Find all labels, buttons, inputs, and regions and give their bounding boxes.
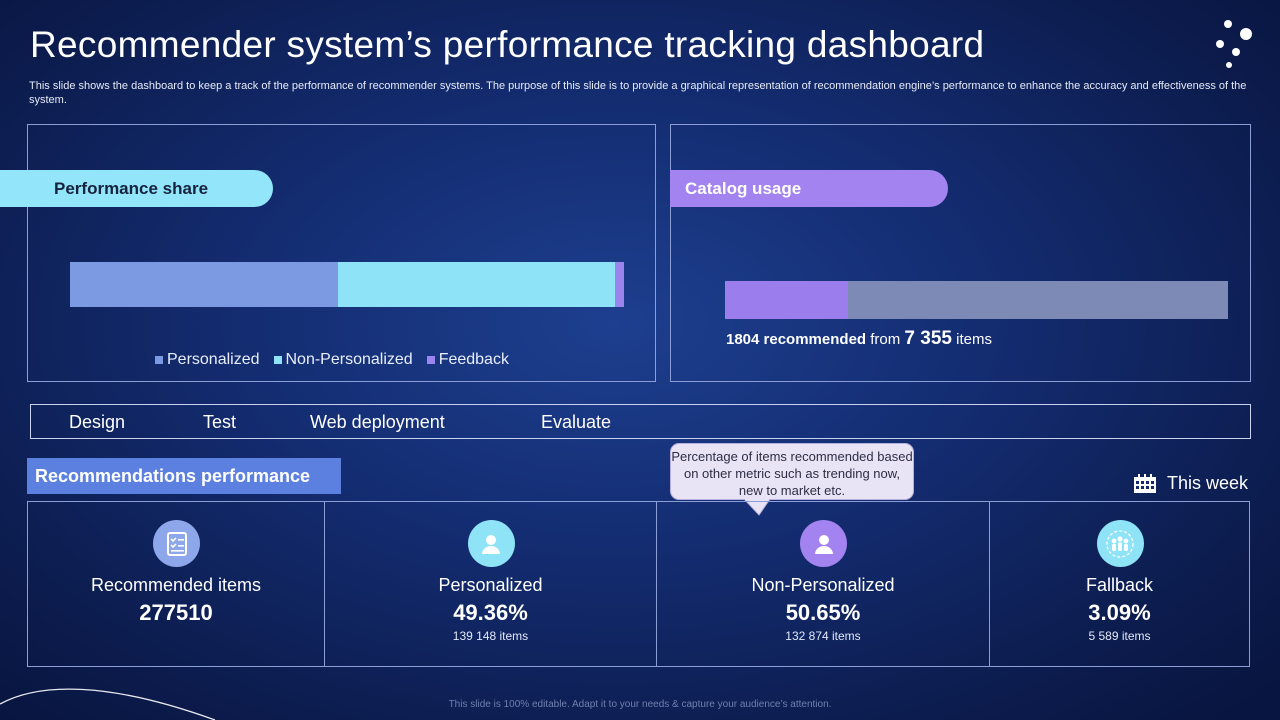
card-label: Recommended items [90,575,262,595]
recommendations-cards: Recommended items 277510 Personalized 49… [27,501,1250,667]
card-subtext: 139 148 items [452,629,529,643]
card-divider [324,502,325,666]
recommendations-performance-header: Recommendations performance [27,458,341,494]
stage-evaluate: Evaluate [541,412,612,432]
catalog-items-text: items [956,331,992,348]
card-label: Non-Personalized [751,575,895,595]
card-value: 50.65% [785,600,861,625]
card-non-personalized: Non-Personalized 50.65% 132 874 items [657,502,989,666]
card-label: Fallback [1085,575,1154,595]
legend-item-feedback: Feedback [426,351,509,369]
card-value: 49.36% [453,600,528,625]
performance-share-bar [70,262,624,307]
legend-item-personalized: Personalized [155,351,260,369]
stage-test: Test [203,412,237,432]
calendar-icon [1134,473,1156,493]
performance-share-legend: Personalized Non-Personalized Feedback [155,351,509,369]
card-personalized: Personalized 49.36% 139 148 items [325,502,656,666]
catalog-from-text: from [870,331,901,348]
legend-label: Personalized [167,351,260,368]
bar-segment-recommended [725,281,849,319]
catalog-total-count: 7 355 [904,328,952,349]
period-label: This week [1167,473,1249,493]
page-description: This slide shows the dashboard to keep a… [29,80,1247,106]
period-selector[interactable]: This week [1133,473,1248,494]
bar-segment-personalized [70,262,338,307]
legend-label: Non-Personalized [285,351,413,368]
callout-note: Percentage of items recommended based on… [670,443,914,500]
catalog-usage-summary: 1804 recommended from 7 355 items [726,328,992,350]
card-value: 3.09% [1088,600,1151,625]
legend-item-non-personalized: Non-Personalized [273,351,413,369]
callout-tail [743,499,771,516]
card-divider [989,502,990,666]
catalog-recommended-count: 1804 recommended [726,331,867,348]
checklist-icon [153,520,200,567]
legend-swatch-feedback [426,356,435,364]
bar-segment-feedback [614,262,624,307]
catalog-usage-label: Catalog usage [670,170,948,207]
card-divider [656,502,657,666]
team-icon [1096,520,1144,567]
person-icon [800,520,847,567]
stage-web-deployment: Web deployment [310,412,445,432]
legend-swatch-non-personalized [273,356,282,364]
card-subtext: 132 874 items [785,629,861,643]
dots-logo-icon [1214,18,1264,70]
legend-swatch-personalized [155,356,163,364]
card-label: Personalized [438,575,543,595]
catalog-usage-bar [725,281,1228,319]
footer-note: This slide is 100% editable. Adapt it to… [448,699,832,710]
decorative-curve [0,688,216,720]
legend-label: Feedback [438,351,509,368]
card-fallback: Fallback 3.09% 5 589 items [990,502,1249,666]
bar-segment-non-personalized [337,262,615,307]
bar-segment-remaining [848,281,1228,319]
stage-design: Design [69,412,126,432]
catalog-usage-panel [670,124,1251,382]
stages-strip: Design Test Web deployment Evaluate [30,404,1251,439]
person-icon [467,520,515,567]
card-subtext: 5 589 items [1088,629,1151,643]
page-title: Recommender system’s performance trackin… [30,24,985,65]
performance-share-panel [27,124,656,382]
card-recommended-items: Recommended items 277510 [28,502,324,666]
card-value: 277510 [139,600,213,625]
performance-share-label: Performance share [0,170,273,207]
